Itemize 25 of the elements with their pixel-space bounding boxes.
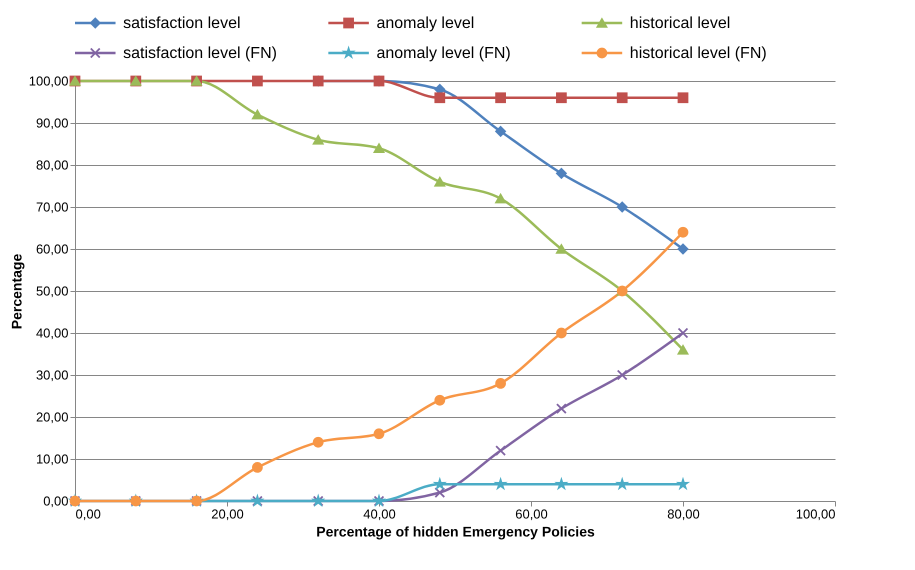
y-tick-label: 100,00: [28, 74, 68, 88]
x-tick-label: 40,00: [363, 506, 396, 522]
y-tick-label: 70,00: [36, 200, 68, 214]
x-tick-label: 100,00: [796, 506, 836, 522]
x-tick-label: 20,00: [211, 506, 244, 522]
x-axis-title: Percentage of hidden Emergency Policies: [316, 524, 595, 540]
x-tick-label: 60,00: [515, 506, 548, 522]
x-tick-label: 0,00: [76, 506, 101, 522]
y-axis-title: Percentage: [8, 254, 25, 330]
legend-label: anomaly level: [376, 15, 474, 32]
y-tick-label: 30,00: [36, 368, 68, 382]
y-tick-label: 40,00: [36, 326, 68, 340]
legend-label: satisfaction level: [123, 15, 241, 32]
y-tick-label: 60,00: [36, 242, 68, 256]
y-tick-label: 50,00: [36, 284, 68, 298]
y-tick-label: 20,00: [36, 410, 68, 424]
legend-label: anomaly level (FN): [376, 45, 511, 62]
x-tick-label: 80,00: [667, 506, 700, 522]
y-tick-label: 0,00: [43, 494, 68, 508]
y-tick-label: 10,00: [36, 452, 68, 466]
legend-label: historical level: [630, 15, 730, 32]
legend-label: historical level (FN): [630, 45, 767, 62]
y-tick-label: 80,00: [36, 158, 68, 172]
y-tick-label: 90,00: [36, 116, 68, 130]
legend-label: satisfaction level (FN): [123, 45, 277, 62]
